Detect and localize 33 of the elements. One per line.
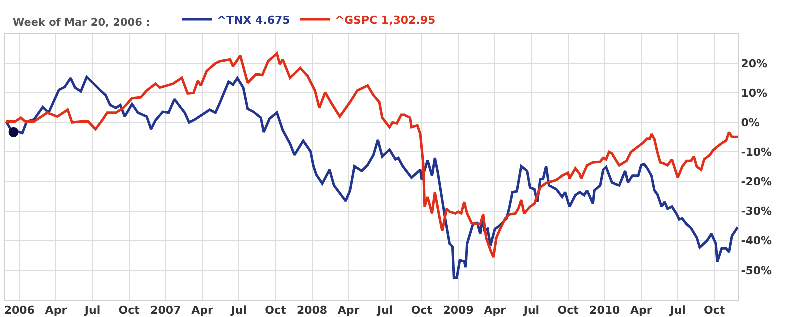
x-tick-label: Apr [484,304,507,317]
x-tick-label: Oct [558,304,579,317]
x-tick-label: Jul [230,304,247,317]
x-tick-label: Jul [522,304,540,317]
y-tick-label: -30% [741,205,772,218]
y-tick-label: -20% [741,176,772,189]
legend-label: ^TNX 4.675 [217,14,290,27]
x-tick-label: Apr [630,304,653,317]
x-tick-label: Jul [669,304,686,317]
x-tick-label: Apr [45,304,68,317]
x-tick-label: Oct [265,304,286,317]
y-tick-label: 10% [741,86,768,100]
y-tick-label: -40% [741,234,772,248]
x-tick-label: Jul [84,304,101,317]
x-tick-label: 2008 [296,304,328,317]
x-tick-label: Oct [118,304,140,317]
line-series [5,76,738,280]
y-tick-label: 20% [741,57,768,70]
y-tick-label: 0% [741,116,760,130]
x-tick-label: Apr [192,304,214,317]
legend-label: ^GSPC 1,302.95 [335,14,436,27]
x-tick-label: Oct [411,304,433,317]
x-tick-label: Jul [376,304,394,317]
x-tick-label: 2010 [590,304,621,317]
x-tick-label: 2009 [443,304,474,317]
x-tick-label: Apr [338,304,360,317]
line-series [5,52,738,259]
x-tick-label: 2007 [150,304,182,317]
y-tick-label: -50% [741,264,772,278]
x-tick-label: Oct [704,304,726,317]
x-tick-label: 2006 [4,304,36,317]
text: Week of Mar 20, 2006 : [13,17,150,29]
y-tick-label: -10% [741,146,772,160]
